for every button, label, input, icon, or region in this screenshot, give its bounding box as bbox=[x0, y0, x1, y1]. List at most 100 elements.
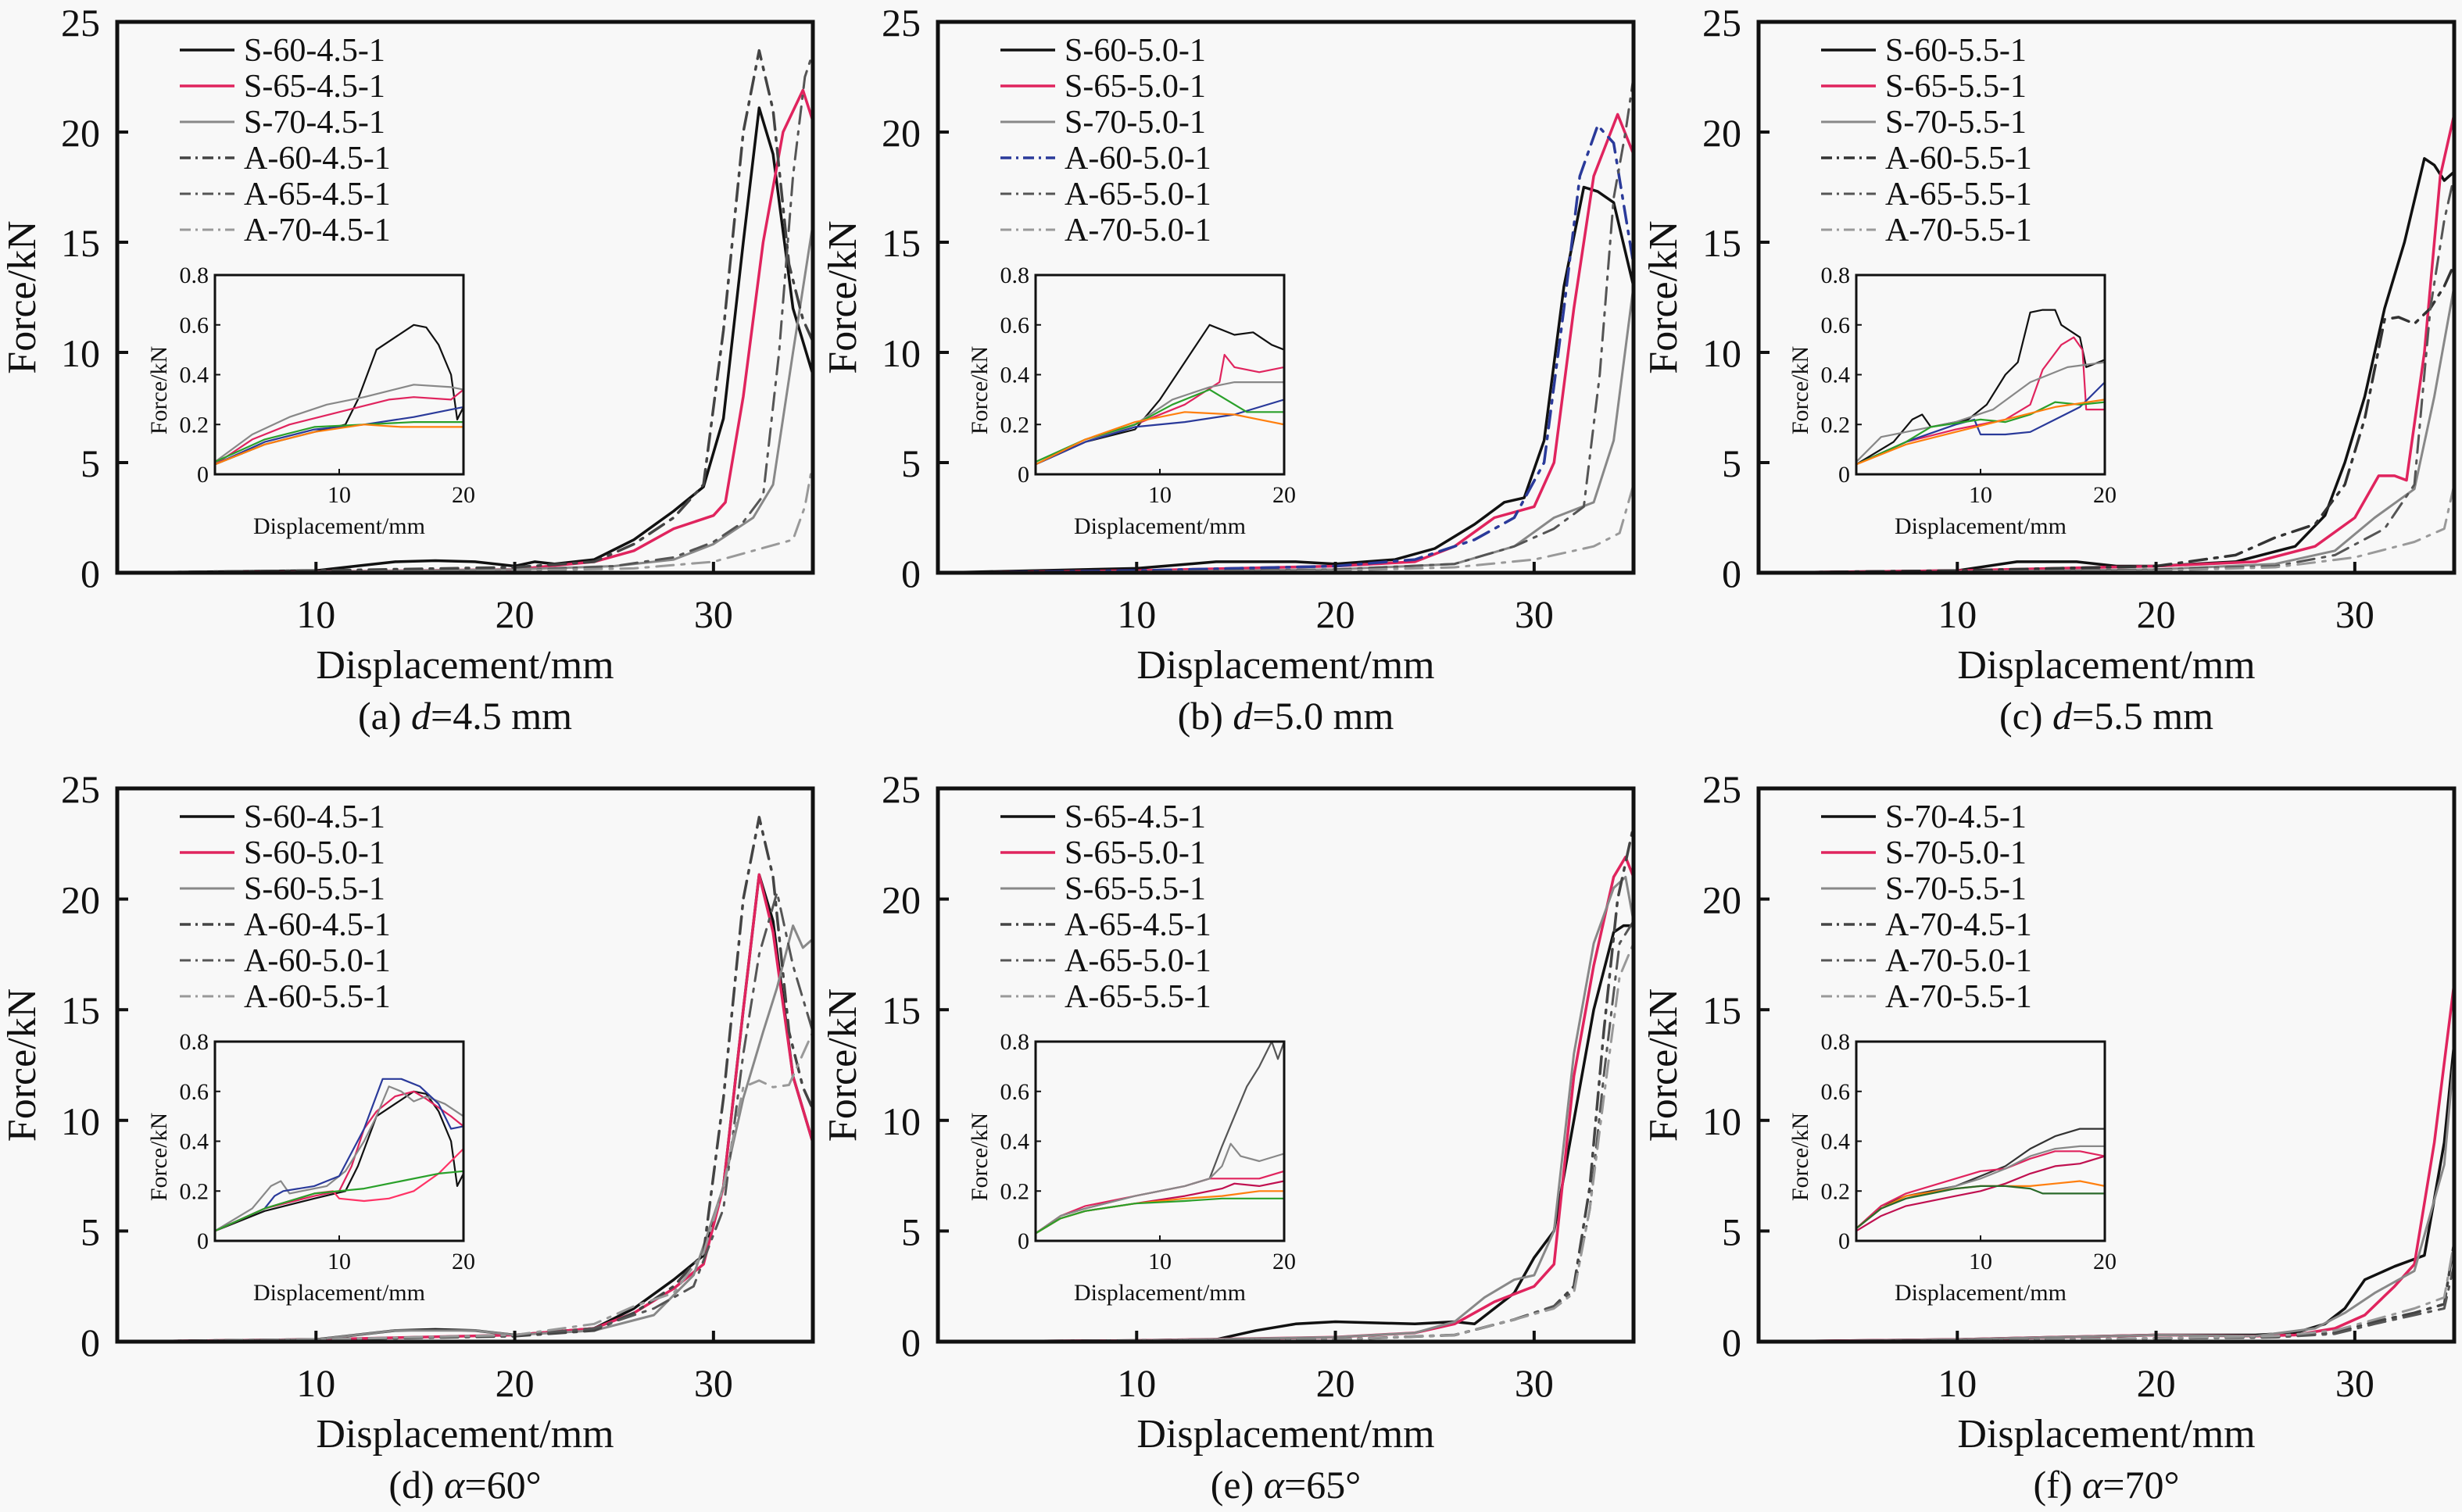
y-tick-label: 15 bbox=[1702, 988, 1741, 1032]
panel-f: 0 5 10 15 20 25 10 20 30 Displacement/mm Force/kN (… bbox=[1641, 767, 2457, 1507]
legend-label: A-70-4.5-1 bbox=[1885, 907, 2032, 943]
x-tick-label: 30 bbox=[2335, 592, 2374, 636]
legend-label: S-65-4.5-1 bbox=[244, 69, 385, 105]
panel-b: 0 5 10 15 20 25 10 20 30 Displacement/mm Force/kN (… bbox=[821, 1, 1636, 738]
legend-label: S-70-5.0-1 bbox=[1885, 835, 2027, 871]
inset-x-tick-label: 20 bbox=[2093, 1249, 2117, 1274]
inset-y-tick-label: 0.4 bbox=[1821, 363, 1851, 388]
plot-frame bbox=[115, 20, 815, 575]
y-tick-label: 15 bbox=[61, 988, 100, 1032]
x-tick-label: 30 bbox=[694, 592, 733, 636]
y-tick-label: 15 bbox=[61, 221, 100, 265]
inset-y-tick-label: 0.8 bbox=[1821, 1029, 1851, 1055]
x-axis-title: Displacement/mm bbox=[1136, 643, 1434, 688]
inset-series-group bbox=[215, 1078, 463, 1232]
x-tick-label: 20 bbox=[496, 592, 535, 636]
x-tick-label: 20 bbox=[1316, 1361, 1355, 1405]
panel-caption: (a) d=4.5 mm bbox=[358, 694, 572, 738]
inset-series-line-S-60-4.5-1 bbox=[215, 1090, 463, 1232]
y-tick-label: 10 bbox=[882, 331, 921, 375]
x-tick-label: 10 bbox=[296, 592, 335, 636]
y-tick-label: 0 bbox=[901, 552, 921, 595]
inset-series-group bbox=[215, 323, 463, 466]
inset-x-tick-label: 10 bbox=[1969, 1249, 1992, 1274]
y-tick-label: 5 bbox=[901, 1210, 921, 1253]
inset-x-tick-label: 10 bbox=[1969, 482, 1992, 508]
x-tick-label: 20 bbox=[2137, 1361, 2176, 1405]
panel-caption: (d) α=60° bbox=[388, 1463, 541, 1507]
inset-frame bbox=[1034, 273, 1286, 476]
inset-series-line-A-60-4.5-1 bbox=[215, 406, 463, 466]
legend-label: A-65-4.5-1 bbox=[244, 177, 391, 213]
inset-x-tick-label: 20 bbox=[1272, 482, 1296, 508]
legend-label: A-60-5.0-1 bbox=[244, 943, 391, 979]
legend: S-70-4.5-1S-70-5.0-1S-70-5.5-1A-70-4.5-1… bbox=[1821, 799, 2032, 1015]
inset-y-tick-label: 0.2 bbox=[1000, 412, 1030, 438]
legend-label: S-60-5.5-1 bbox=[1885, 33, 2027, 69]
caption-prefix: (f) bbox=[2034, 1463, 2082, 1507]
inset-y-tick-label: 0.8 bbox=[1000, 1029, 1030, 1055]
inset-x-axis-title: Displacement/mm bbox=[1895, 1280, 2067, 1306]
series-line-S-60-5.5-1 bbox=[1759, 157, 2454, 573]
inset-series-line-S-60-5.5-1 bbox=[1856, 309, 2105, 466]
y-tick-label: 20 bbox=[882, 878, 921, 922]
y-axis-title: Force/kN bbox=[1641, 220, 1686, 374]
inset-series-line-S-65-4.5-1 bbox=[215, 388, 463, 466]
inset-y-axis-title: Force/kN bbox=[967, 346, 993, 434]
y-tick-label: 0 bbox=[81, 1321, 100, 1364]
y-tick-label: 10 bbox=[882, 1099, 921, 1143]
inset-y-tick-label: 0.2 bbox=[180, 412, 209, 438]
x-tick-label: 30 bbox=[1515, 592, 1554, 636]
y-tick-label: 0 bbox=[901, 1321, 921, 1364]
caption-variable: d bbox=[2052, 694, 2073, 738]
inset-y-tick-label: 0.8 bbox=[1821, 263, 1851, 288]
legend-label: S-65-5.0-1 bbox=[1065, 69, 1206, 105]
y-axis-title: Force/kN bbox=[0, 220, 45, 374]
x-axis-title: Displacement/mm bbox=[1957, 1412, 2255, 1457]
inset: 0 0.2 0.4 0.6 0.8 10 20 Displacement/mm Force/kN bbox=[967, 263, 1296, 539]
legend-label: S-60-4.5-1 bbox=[244, 799, 385, 835]
inset-x-tick-label: 10 bbox=[327, 482, 351, 508]
inset-y-axis-title: Force/kN bbox=[1787, 1113, 1813, 1201]
inset-x-axis-title: Displacement/mm bbox=[1074, 513, 1246, 539]
inset-series-line-A-70-4.5-1 bbox=[215, 424, 463, 466]
inset-y-axis-title: Force/kN bbox=[146, 346, 172, 434]
inset-series-line-A-60-4.5-1 bbox=[215, 1078, 463, 1232]
series-line-A-60-5.0-1 bbox=[938, 123, 1634, 573]
legend-label: S-60-5.5-1 bbox=[244, 871, 385, 907]
inset-series-line-A-70-5.5-1 bbox=[1856, 1185, 2105, 1230]
y-tick-label: 20 bbox=[61, 878, 100, 922]
y-tick-label: 5 bbox=[1722, 441, 1741, 485]
legend-label: S-70-4.5-1 bbox=[1885, 799, 2027, 835]
y-axis-title: Force/kN bbox=[821, 988, 865, 1142]
series-group bbox=[1759, 113, 2454, 573]
y-tick-label: 10 bbox=[61, 1099, 100, 1143]
inset-y-tick-label: 0.2 bbox=[1821, 1178, 1851, 1204]
legend-label: S-70-5.0-1 bbox=[1065, 105, 1206, 141]
plot-frame bbox=[1756, 20, 2457, 575]
series-line-A-60-5.5-1 bbox=[1759, 263, 2454, 573]
x-axis-title: Displacement/mm bbox=[1957, 643, 2255, 688]
inset-y-tick-label: 0.4 bbox=[1000, 1129, 1030, 1155]
inset-y-tick-label: 0 bbox=[1018, 1228, 1029, 1254]
panel-caption: (b) d=5.0 mm bbox=[1178, 694, 1394, 738]
y-tick-label: 10 bbox=[61, 331, 100, 375]
panel-caption: (e) α=65° bbox=[1211, 1463, 1361, 1507]
y-tick-label: 25 bbox=[882, 767, 921, 811]
inset-series-line-S-60-5.0-1 bbox=[1036, 323, 1284, 466]
inset-x-tick-label: 10 bbox=[1148, 482, 1172, 508]
inset: 0 0.2 0.4 0.6 0.8 10 20 Displacement/mm Force/kN bbox=[146, 1029, 475, 1306]
inset-series-line-A-60-5.5-1 bbox=[215, 1170, 463, 1232]
caption-variable: α bbox=[1264, 1463, 1286, 1507]
y-axis-title: Force/kN bbox=[1641, 988, 1686, 1142]
inset-series-line-A-70-4.5-1 bbox=[1856, 1155, 2105, 1232]
inset-y-tick-label: 0 bbox=[1838, 1228, 1850, 1254]
y-tick-label: 25 bbox=[61, 767, 100, 811]
inset: 0 0.2 0.4 0.6 0.8 10 20 Displacement/mm Force/kN bbox=[967, 1029, 1296, 1306]
inset-series-line-S-65-5.5-1 bbox=[1856, 336, 2105, 466]
caption-value: =4.5 mm bbox=[431, 694, 572, 738]
x-tick-label: 20 bbox=[496, 1361, 535, 1405]
caption-prefix: (d) bbox=[388, 1463, 444, 1507]
y-tick-label: 20 bbox=[61, 111, 100, 155]
inset-y-tick-label: 0.6 bbox=[180, 313, 209, 338]
